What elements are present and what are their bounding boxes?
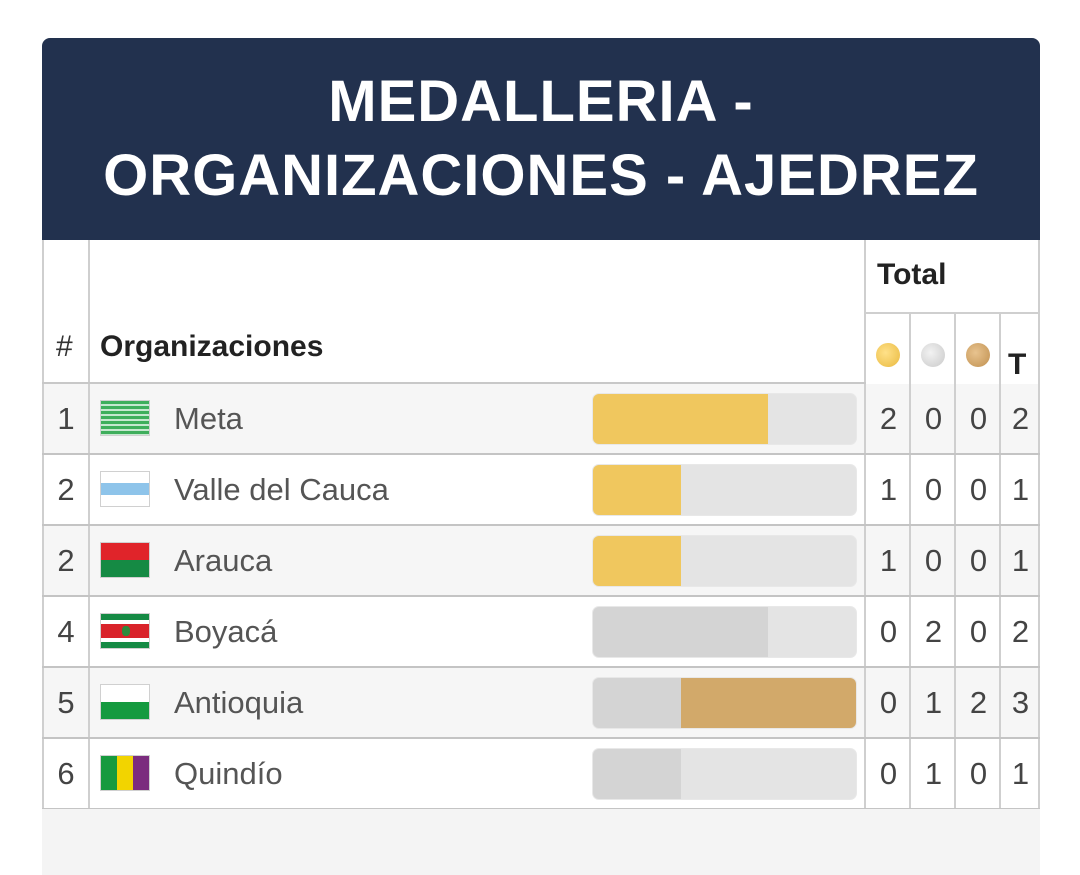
total-count: 1 xyxy=(1011,472,1030,507)
total-count: 2 xyxy=(1011,401,1030,436)
organization-name[interactable]: Arauca xyxy=(174,543,273,578)
silver-segment xyxy=(593,749,681,799)
row-rank: 4 xyxy=(57,614,75,649)
silver-count: 2 xyxy=(924,614,943,649)
organization-name[interactable]: Antioquia xyxy=(174,685,304,720)
row-rank: 1 xyxy=(57,401,75,436)
medal-bar xyxy=(592,393,857,445)
medal-bar xyxy=(592,677,857,729)
bronze-segment xyxy=(680,678,856,728)
row-rank: 2 xyxy=(57,472,75,507)
gold-count: 0 xyxy=(879,614,898,649)
antioquia-flag-icon xyxy=(100,684,150,720)
title-line-1: MEDALLERIA - xyxy=(328,69,754,134)
medal-bar xyxy=(592,748,857,800)
title-line-2: ORGANIZACIONES - AJEDREZ xyxy=(103,143,979,208)
medal-bar xyxy=(592,535,857,587)
table-row[interactable]: 4 Boyacá 0 2 0 2 xyxy=(42,597,1040,668)
total-count: 3 xyxy=(1011,685,1030,720)
meta-flag-icon xyxy=(100,400,150,436)
gold-segment xyxy=(593,465,681,515)
boyaca-flag-icon xyxy=(100,613,150,649)
silver-count: 1 xyxy=(924,756,943,791)
bronze-count: 0 xyxy=(969,756,988,791)
gold-count: 0 xyxy=(879,685,898,720)
column-total-group: Total xyxy=(877,258,947,291)
table-row[interactable]: 2 Arauca 1 0 0 1 xyxy=(42,526,1040,597)
total-count: 1 xyxy=(1011,756,1030,791)
organization-name[interactable]: Meta xyxy=(174,401,243,436)
silver-count: 0 xyxy=(924,401,943,436)
total-count: 1 xyxy=(1011,543,1030,578)
bronze-count: 0 xyxy=(969,543,988,578)
silver-count: 0 xyxy=(924,472,943,507)
gold-count: 0 xyxy=(879,756,898,791)
bronze-count: 0 xyxy=(969,401,988,436)
organization-name[interactable]: Valle del Cauca xyxy=(174,472,389,507)
row-rank: 2 xyxy=(57,543,75,578)
organization-name[interactable]: Boyacá xyxy=(174,614,278,649)
medal-bar xyxy=(592,464,857,516)
gold-count: 1 xyxy=(879,543,898,578)
table-row[interactable]: 1 Meta 2 0 0 2 xyxy=(42,384,1040,455)
bronze-medal-icon[interactable] xyxy=(966,343,990,367)
arauca-flag-icon xyxy=(100,542,150,578)
gold-count: 1 xyxy=(879,472,898,507)
silver-count: 0 xyxy=(924,543,943,578)
organization-name[interactable]: Quindío xyxy=(174,756,283,791)
table-footer xyxy=(42,809,1040,875)
row-rank: 6 xyxy=(57,756,75,791)
table-row[interactable]: 6 Quindío 0 1 0 1 xyxy=(42,739,1040,810)
bronze-count: 0 xyxy=(969,614,988,649)
silver-segment xyxy=(593,607,769,657)
row-rank: 5 xyxy=(57,685,75,720)
bronze-count: 2 xyxy=(969,685,988,720)
silver-count: 1 xyxy=(924,685,943,720)
bronze-count: 0 xyxy=(969,472,988,507)
table-row[interactable]: 2 Valle del Cauca 1 0 0 1 xyxy=(42,455,1040,526)
gold-segment xyxy=(593,394,769,444)
medal-bar xyxy=(592,606,857,658)
table-row[interactable]: 5 Antioquia 0 1 2 3 xyxy=(42,668,1040,739)
column-organization[interactable]: Organizaciones xyxy=(100,330,324,363)
total-count: 2 xyxy=(1011,614,1030,649)
column-rank: # xyxy=(56,330,73,363)
gold-medal-icon[interactable] xyxy=(876,343,900,367)
valle-del-cauca-flag-icon xyxy=(100,471,150,507)
medal-table-card: MEDALLERIA - ORGANIZACIONES - AJEDREZ # … xyxy=(42,38,1040,875)
silver-medal-icon[interactable] xyxy=(921,343,945,367)
table-header: MEDALLERIA - ORGANIZACIONES - AJEDREZ xyxy=(42,38,1040,240)
column-total[interactable]: T xyxy=(1008,348,1027,381)
column-headers: # Organizaciones Total T xyxy=(42,240,1040,384)
gold-count: 2 xyxy=(879,401,898,436)
gold-segment xyxy=(593,536,681,586)
silver-segment xyxy=(593,678,681,728)
quindio-flag-icon xyxy=(100,755,150,791)
